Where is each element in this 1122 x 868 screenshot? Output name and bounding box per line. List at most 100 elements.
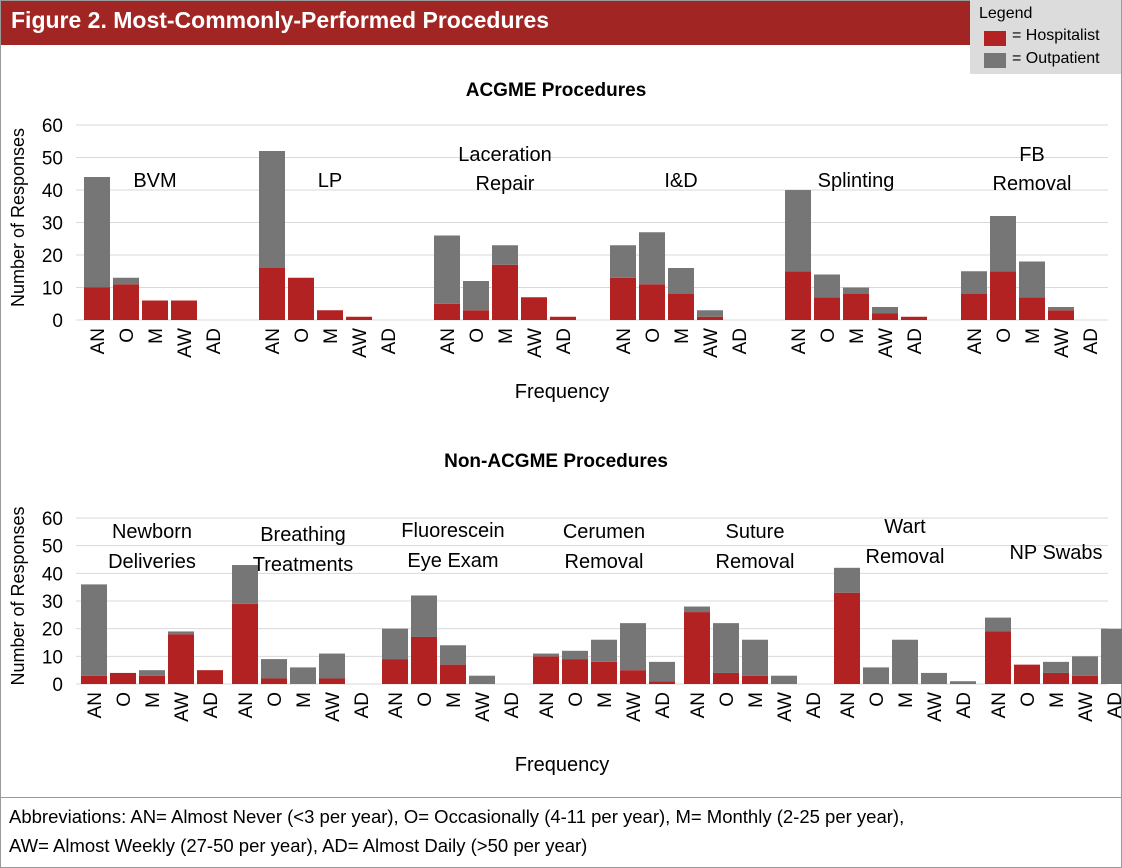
chart2-bar-outpatient bbox=[713, 623, 739, 673]
chart1-group-label: LP bbox=[318, 170, 342, 192]
chart1-x-tick-label: AN bbox=[263, 328, 284, 354]
chart2-group-label: NP Swabs bbox=[1009, 542, 1102, 564]
chart1-x-tick-label: M bbox=[321, 328, 342, 344]
chart2-bar-outpatient bbox=[411, 595, 437, 637]
chart1-group-label: BVM bbox=[133, 170, 176, 192]
chart2-x-tick-label: AW bbox=[775, 692, 796, 722]
chart2-group-label: Fluorescein bbox=[401, 520, 504, 542]
chart1-bar-hospitalist bbox=[814, 297, 840, 320]
chart1-y-tick-label: 20 bbox=[42, 246, 63, 267]
chart1-bar-hospitalist bbox=[961, 294, 987, 320]
chart1-bar-outpatient bbox=[668, 268, 694, 294]
chart1-bar-hospitalist bbox=[1048, 310, 1074, 320]
legend-title: Legend bbox=[979, 5, 1033, 22]
chart2-bar-outpatient bbox=[892, 639, 918, 684]
chart2-bar-outpatient bbox=[440, 645, 466, 665]
footnote: Abbreviations: AN= Almost Never (<3 per … bbox=[1, 797, 1121, 868]
chart1-bar-outpatient bbox=[961, 271, 987, 294]
chart2-x-tick-label: AD bbox=[804, 692, 825, 718]
chart2-bar-hospitalist bbox=[713, 672, 739, 684]
chart2-y-tick-label: 30 bbox=[42, 592, 63, 613]
chart2-bar-outpatient bbox=[1043, 661, 1069, 673]
chart2-group-label: Removal bbox=[565, 551, 644, 573]
chart1-x-tick-label: AD bbox=[905, 328, 926, 354]
chart2-x-tick-label: O bbox=[566, 692, 587, 707]
chart1-bar-outpatient bbox=[259, 151, 285, 268]
chart1-bar-hospitalist bbox=[639, 284, 665, 320]
chart1-bar-hospitalist bbox=[901, 316, 927, 320]
chart1-x-tick-label: AN bbox=[614, 328, 635, 354]
chart1-bar-hospitalist bbox=[84, 287, 110, 320]
chart1-bar-hospitalist bbox=[610, 277, 636, 320]
chart1-bar-hospitalist bbox=[434, 303, 460, 320]
chart2-y-tick-label: 10 bbox=[42, 647, 63, 668]
footnote-line-2: AW= Almost Weekly (27-50 per year), AD= … bbox=[9, 835, 588, 856]
chart2-x-tick-label: AW bbox=[624, 692, 645, 722]
chart1-x-tick-label: AN bbox=[88, 328, 109, 354]
chart2-x-tick-label: M bbox=[896, 692, 917, 708]
chart1-x-label: Frequency bbox=[515, 381, 610, 403]
chart1-x-tick-label: AW bbox=[701, 328, 722, 358]
chart1-x-tick-label: AD bbox=[730, 328, 751, 354]
chart1-bar-hospitalist bbox=[463, 310, 489, 320]
chart2-bar-hospitalist bbox=[533, 656, 559, 684]
chart2-bar-hospitalist bbox=[834, 592, 860, 684]
chart1-bar-outpatient bbox=[84, 177, 110, 288]
chart2-y-tick-label: 20 bbox=[42, 620, 63, 641]
chart2-y-label: Number of Responses bbox=[8, 506, 28, 685]
chart1-x-tick-label: O bbox=[818, 328, 839, 343]
chart1-x-tick-label: O bbox=[467, 328, 488, 343]
chart1-group-label: Laceration bbox=[458, 144, 551, 166]
chart2-bar-hospitalist bbox=[168, 634, 194, 684]
chart1-x-tick-label: M bbox=[146, 328, 167, 344]
chart1-y-tick-label: 40 bbox=[42, 181, 63, 202]
chart2-y-tick-label: 40 bbox=[42, 564, 63, 585]
chart2-group-label: Deliveries bbox=[108, 551, 196, 573]
chart2-bar-outpatient bbox=[81, 584, 107, 676]
chart2-title: Non-ACGME Procedures bbox=[444, 451, 668, 472]
chart2-bar-hospitalist bbox=[562, 659, 588, 684]
chart2-bar-outpatient bbox=[290, 667, 316, 684]
chart1-bar-outpatient bbox=[113, 277, 139, 285]
chart1-bar-outpatient bbox=[785, 190, 811, 272]
chart1-group-label: Removal bbox=[993, 173, 1072, 195]
footnote-line-1: Abbreviations: AN= Almost Never (<3 per … bbox=[9, 806, 905, 827]
chart2-bar-outpatient bbox=[562, 650, 588, 660]
chart2-bar-outpatient bbox=[469, 675, 495, 684]
chart2-bar-outpatient bbox=[985, 617, 1011, 632]
chart1-bar-hospitalist bbox=[668, 294, 694, 320]
chart2-x-tick-label: AD bbox=[954, 692, 975, 718]
chart2-y-tick-label: 60 bbox=[42, 509, 63, 530]
chart2-bar-hospitalist bbox=[684, 612, 710, 684]
chart2-bar-hospitalist bbox=[440, 664, 466, 684]
chart2-x-tick-label: AW bbox=[925, 692, 946, 722]
chart1-bar-hospitalist bbox=[697, 316, 723, 320]
chart2-x-tick-label: AW bbox=[1076, 692, 1097, 722]
chart2-bar-hospitalist bbox=[110, 672, 136, 684]
chart2-y-tick-label: 0 bbox=[52, 675, 63, 696]
chart1-x-tick-label: AN bbox=[438, 328, 459, 354]
chart1-group-label: FB bbox=[1019, 144, 1045, 166]
chart1-bar-hospitalist bbox=[346, 316, 372, 320]
legend-swatch-hospitalist bbox=[984, 31, 1006, 46]
legend-swatch-outpatient bbox=[984, 53, 1006, 68]
chart1-bar-outpatient bbox=[990, 216, 1016, 272]
chart1-bar-hospitalist bbox=[1019, 297, 1045, 320]
chart2-group-label: Breathing bbox=[260, 524, 346, 546]
chart1-bar-hospitalist bbox=[550, 316, 576, 320]
chart2-bar-hospitalist bbox=[81, 675, 107, 684]
chart2-bar-outpatient bbox=[684, 606, 710, 613]
chart1-bar-hospitalist bbox=[872, 313, 898, 320]
chart2-bar-outpatient bbox=[261, 659, 287, 679]
chart2-x-tick-label: AW bbox=[172, 692, 193, 722]
chart2-group-label: Suture bbox=[726, 521, 785, 543]
legend-label-outpatient: = Outpatient bbox=[1012, 50, 1100, 67]
chart1-bar-outpatient bbox=[610, 245, 636, 278]
chart2-bar-hospitalist bbox=[985, 631, 1011, 684]
chart2-x-tick-label: AW bbox=[473, 692, 494, 722]
chart2-x-tick-label: AW bbox=[323, 692, 344, 722]
chart1-x-tick-label: AD bbox=[1081, 328, 1102, 354]
chart2-bar-hospitalist bbox=[591, 661, 617, 684]
chart2-bar-outpatient bbox=[168, 631, 194, 635]
